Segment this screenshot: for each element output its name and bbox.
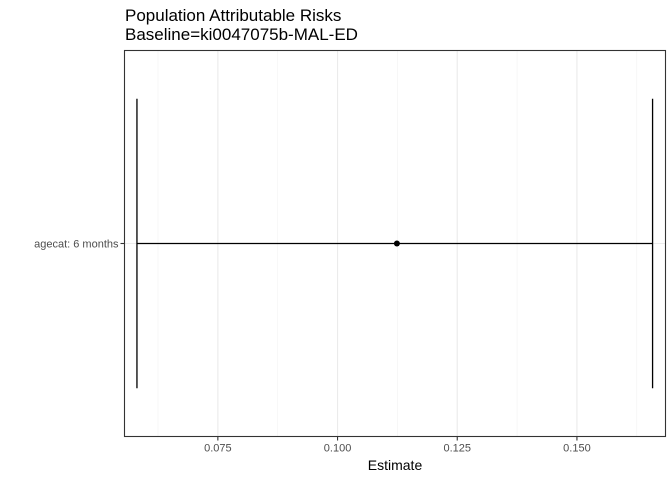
data-marks	[136, 98, 654, 389]
x-axis-title: Estimate	[368, 457, 423, 473]
estimate-point	[393, 240, 400, 247]
y-tick-label: agecat: 6 months	[34, 239, 119, 251]
x-tick-label: 0.100	[324, 443, 352, 455]
chart-title: Population Attributable Risks	[125, 6, 341, 25]
x-tick-label: 0.150	[563, 443, 591, 455]
x-tick-label: 0.125	[443, 443, 471, 455]
axes: 0.075 0.100 0.125 0.150 agecat: 6 months	[34, 239, 591, 455]
x-tick-label: 0.075	[204, 443, 232, 455]
chart-subtitle: Baseline=ki0047075b-MAL-ED	[125, 25, 358, 44]
